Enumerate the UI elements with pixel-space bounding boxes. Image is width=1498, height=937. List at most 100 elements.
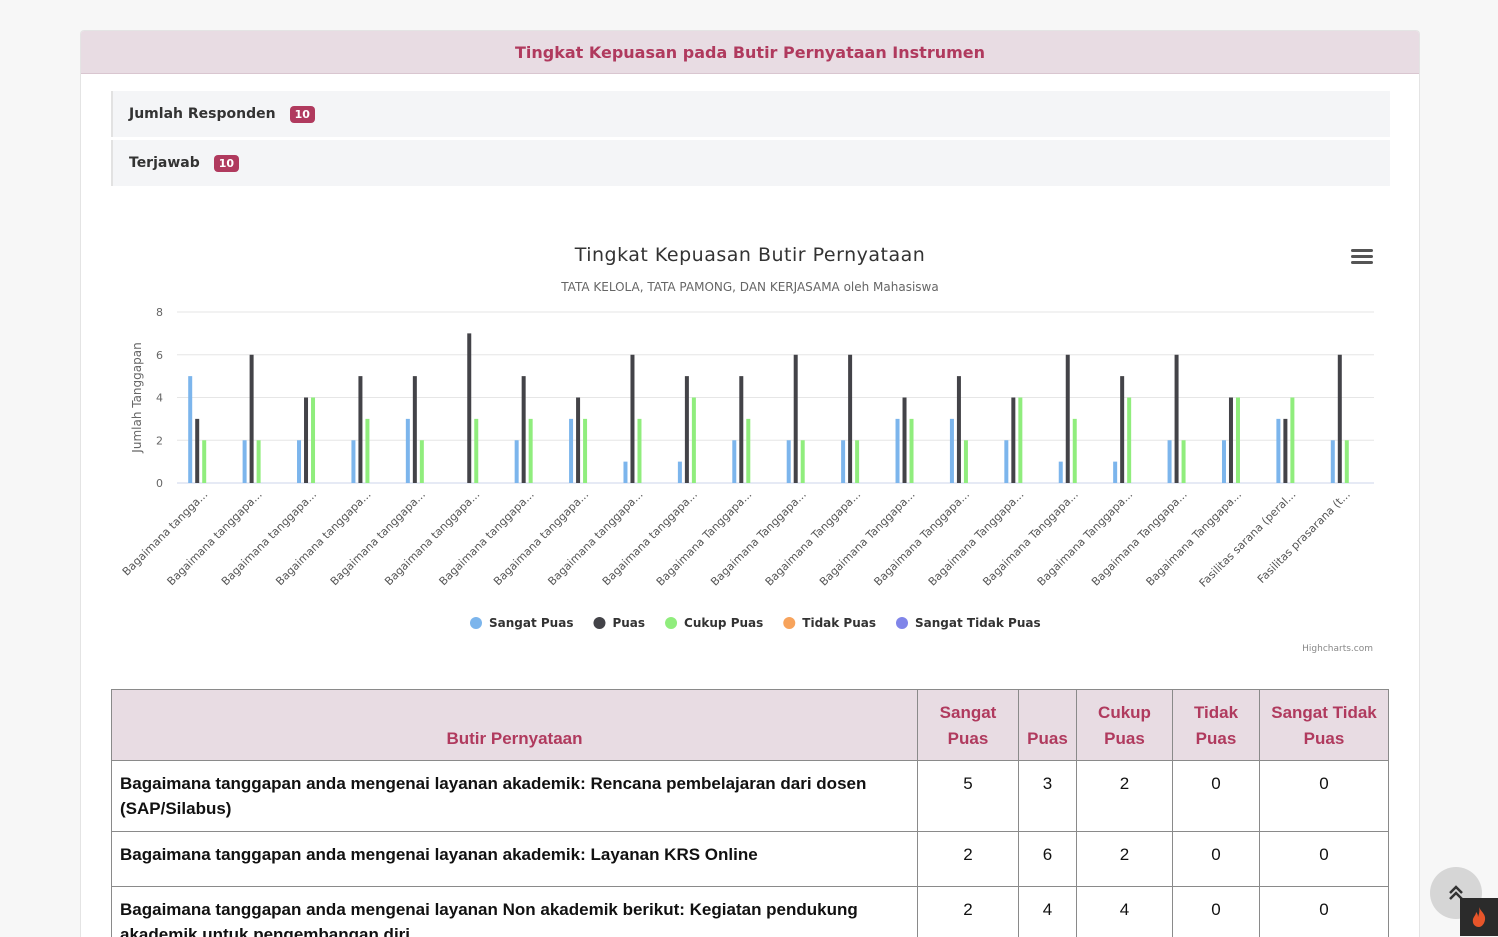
results-table: Butir Pernyataan Sangat Puas Puas Cukup … (111, 689, 1389, 937)
cell-tidak-puas: 0 (1173, 887, 1260, 937)
bar-puas (957, 376, 961, 483)
x-tick-label: Bagaimana Tanggapa... (1144, 488, 1245, 589)
bar-sangat-puas (896, 419, 900, 483)
bar-sangat-puas (1168, 440, 1172, 483)
bar-sangat-puas (297, 440, 301, 483)
bar-puas (1283, 419, 1287, 483)
bar-cukup-puas (311, 398, 315, 484)
col-header-sangat-puas: Sangat Puas (918, 690, 1019, 761)
bar-puas (739, 376, 743, 483)
bar-puas (1338, 355, 1342, 483)
x-tick-label: Bagaimana Tanggapa... (1035, 488, 1136, 589)
bar-puas (685, 376, 689, 483)
legend-marker (665, 617, 677, 629)
cell-sangat-puas: 2 (918, 887, 1019, 937)
col-header-tidak-puas: Tidak Puas (1173, 690, 1260, 761)
cell-tidak-puas: 0 (1173, 761, 1260, 832)
bar-cukup-puas (1127, 398, 1131, 484)
legend-marker (593, 617, 605, 629)
bar-cukup-puas (1345, 440, 1349, 483)
corner-app-button[interactable] (1460, 898, 1498, 936)
legend-marker (783, 617, 795, 629)
legend-label: Cukup Puas (684, 616, 763, 630)
chart-title: Tingkat Kepuasan Butir Pernyataan (574, 244, 926, 266)
x-tick-label: Bagaimana tanggapa... (219, 488, 319, 588)
table-row: Bagaimana tanggapan anda mengenai layana… (112, 887, 1389, 937)
bar-puas (848, 355, 852, 483)
bar-cukup-puas (855, 440, 859, 483)
chart-menu-icon[interactable] (1351, 249, 1373, 269)
x-tick-label: Bagaimana Tanggapa... (763, 488, 864, 589)
bar-sangat-puas (623, 462, 627, 483)
x-tick-label: Bagaimana Tanggapa... (817, 488, 918, 589)
y-tick-label: 8 (156, 306, 163, 319)
bar-cukup-puas (801, 440, 805, 483)
bar-sangat-puas (1222, 440, 1226, 483)
x-tick-label: Bagaimana Tanggapa... (654, 488, 755, 589)
bar-cukup-puas (746, 419, 750, 483)
col-header-sangat-tidak-puas: Sangat Tidak Puas (1260, 690, 1389, 761)
bar-sangat-puas (678, 462, 682, 483)
table-header-row: Butir Pernyataan Sangat Puas Puas Cukup … (112, 690, 1389, 761)
legend-label: Sangat Tidak Puas (915, 616, 1041, 630)
x-tick-label: Bagaimana tanggapa... (382, 488, 482, 588)
y-tick-label: 4 (156, 392, 163, 405)
y-tick-label: 2 (156, 434, 163, 447)
bar-puas (1175, 355, 1179, 483)
x-tick-label: Bagaimana tanggapa... (328, 488, 428, 588)
bar-cukup-puas (964, 440, 968, 483)
x-tick-label: Bagaimana Tanggapa... (871, 488, 972, 589)
bar-cukup-puas (583, 419, 587, 483)
bar-puas (1120, 376, 1124, 483)
bar-sangat-puas (841, 440, 845, 483)
bar-cukup-puas (420, 440, 424, 483)
col-header-statement: Butir Pernyataan (112, 690, 918, 761)
row-statement: Bagaimana tanggapan anda mengenai layana… (112, 832, 918, 887)
x-tick-label: Bagaimana Tanggapa... (980, 488, 1081, 589)
satisfaction-card: Tingkat Kepuasan pada Butir Pernyataan I… (80, 30, 1420, 937)
bar-cukup-puas (637, 419, 641, 483)
cell-cukup-puas: 2 (1077, 761, 1173, 832)
chart-credits: Highcharts.com (1302, 644, 1373, 654)
legend-marker (470, 617, 482, 629)
row-statement: Bagaimana tanggapan anda mengenai layana… (112, 887, 918, 937)
bar-cukup-puas (529, 419, 533, 483)
cell-cukup-puas: 4 (1077, 887, 1173, 937)
bar-puas (522, 376, 526, 483)
bar-sangat-puas (515, 440, 519, 483)
bar-cukup-puas (474, 419, 478, 483)
legend-label: Puas (612, 616, 645, 630)
bar-cukup-puas (365, 419, 369, 483)
bar-sangat-puas (1331, 440, 1335, 483)
bar-cukup-puas (1018, 398, 1022, 484)
bar-puas (467, 333, 471, 483)
cell-sangat-tidak-puas: 0 (1260, 887, 1389, 937)
col-header-puas: Puas (1019, 690, 1077, 761)
bar-puas (903, 398, 907, 484)
bar-sangat-puas (188, 376, 192, 483)
x-tick-label: Bagaimana tanggapa... (545, 488, 645, 588)
y-tick-label: 0 (156, 477, 163, 490)
bar-puas (413, 376, 417, 483)
bar-sangat-puas (351, 440, 355, 483)
cell-puas: 4 (1019, 887, 1077, 937)
bar-sangat-puas (1004, 440, 1008, 483)
row-statement: Bagaimana tanggapan anda mengenai layana… (112, 761, 918, 832)
satisfaction-chart: Tingkat Kepuasan Butir Pernyataan TATA KE… (81, 31, 1419, 671)
x-tick-label: Bagaimana Tanggapa... (1089, 488, 1190, 589)
bar-sangat-puas (787, 440, 791, 483)
chart-subtitle: TATA KELOLA, TATA PAMONG, DAN KERJASAMA … (560, 280, 938, 294)
cell-sangat-puas: 2 (918, 832, 1019, 887)
bar-cukup-puas (1290, 398, 1294, 484)
bar-sangat-puas (732, 440, 736, 483)
bar-puas (794, 355, 798, 483)
bar-puas (1066, 355, 1070, 483)
bar-sangat-puas (950, 419, 954, 483)
bar-cukup-puas (910, 419, 914, 483)
cell-tidak-puas: 0 (1173, 832, 1260, 887)
bar-puas (304, 398, 308, 484)
bar-puas (576, 398, 580, 484)
cell-puas: 6 (1019, 832, 1077, 887)
bar-puas (1229, 398, 1233, 484)
bar-cukup-puas (1182, 440, 1186, 483)
